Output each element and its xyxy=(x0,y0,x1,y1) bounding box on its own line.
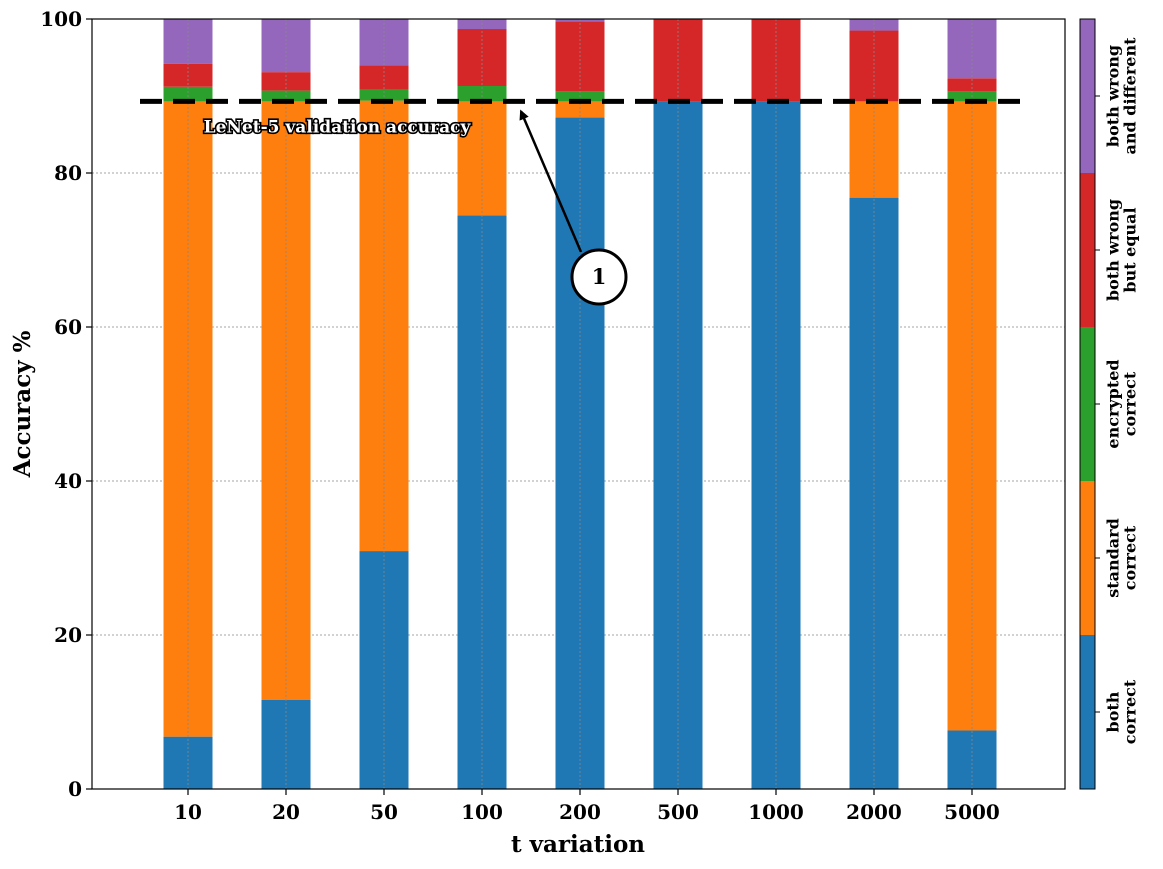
y-tick-label-0: 0 xyxy=(68,777,82,801)
annotation-arrow xyxy=(519,109,583,253)
bar-segment-50-both-wrong-but-equal xyxy=(359,65,409,90)
bar-segment-2000-both-wrong-but-equal xyxy=(849,30,899,102)
plot-frame xyxy=(91,18,1066,790)
x-tick-label-20: 20 xyxy=(272,800,300,824)
reference-line-label: LeNet-5 validation accuracy xyxy=(204,117,472,137)
legend-swatch-standard-correct xyxy=(1080,481,1095,635)
legend-label-line: and different xyxy=(1120,37,1139,155)
bar-segment-200-standard-correct xyxy=(555,101,605,118)
x-tick-label-10: 10 xyxy=(174,800,202,824)
bar-segment-20-both-wrong-but-equal xyxy=(261,72,311,91)
legend-label-line: both wrong xyxy=(1104,45,1123,147)
bar-segment-100-both-wrong-but-equal xyxy=(457,29,507,86)
axes: 0 20 40 60 80 100 10 20 50 100 200 500 1000 2000 5000 xyxy=(40,7,1000,824)
x-tick-label-5000: 5000 xyxy=(944,800,1000,824)
y-tick-label-80: 80 xyxy=(54,161,82,185)
legend-label-line: both xyxy=(1104,691,1123,732)
legend-label-line: but equal xyxy=(1120,207,1139,292)
legend-label-line: correct xyxy=(1120,679,1139,744)
legend-label-line: correct xyxy=(1120,371,1139,436)
legend-label-line: encrypted xyxy=(1104,359,1123,448)
bar-segment-10-encrypted-correct xyxy=(163,86,213,102)
annotation-badge-label: 1 xyxy=(592,264,607,289)
legend-swatch-both-wrong-and-different xyxy=(1080,19,1095,173)
legend-label-both-wrong-but-equal: both wrongbut equal xyxy=(1104,199,1140,301)
y-axis-title: Accuracy % xyxy=(9,330,36,478)
bar-segment-200-both-correct xyxy=(555,117,605,789)
y-tick-label-20: 20 xyxy=(54,623,82,647)
legend-swatch-encrypted-correct xyxy=(1080,327,1095,481)
bars xyxy=(163,19,997,790)
x-tick-label-200: 200 xyxy=(559,800,601,824)
bar-segment-100-both-correct xyxy=(457,215,507,790)
annotation-badge xyxy=(570,248,628,306)
legend-colorbar-frame xyxy=(1079,18,1096,790)
y-tick-label-40: 40 xyxy=(54,469,82,493)
reference-line-group: LeNet-5 validation accuracy 1 xyxy=(140,98,1026,306)
legend-swatch-both-wrong-but-equal xyxy=(1080,173,1095,327)
legend-label-both-wrong-and-different: both wrongand different xyxy=(1104,37,1140,155)
x-tick-label-1000: 1000 xyxy=(748,800,804,824)
bar-segment-2000-standard-correct xyxy=(849,101,899,198)
legend-swatch-both-correct xyxy=(1080,635,1095,789)
x-tick-label-500: 500 xyxy=(657,800,699,824)
bar-segment-50-both-correct xyxy=(359,551,409,789)
y-tick-label-100: 100 xyxy=(40,7,82,31)
y-tick-label-60: 60 xyxy=(54,315,82,339)
legend-label-line: both wrong xyxy=(1104,199,1123,301)
legend-label-encrypted-correct: encryptedcorrect xyxy=(1104,359,1140,448)
legend-label-both-correct: bothcorrect xyxy=(1104,679,1140,744)
x-tick-label-2000: 2000 xyxy=(846,800,902,824)
legend-label-line: standard xyxy=(1104,518,1123,598)
legend-colorbar: bothcorrectstandardcorrectencryptedcorre… xyxy=(1079,18,1140,790)
x-axis-title: t variation xyxy=(511,831,645,858)
bar-segment-100-encrypted-correct xyxy=(457,85,507,102)
x-tick-label-50: 50 xyxy=(370,800,398,824)
legend-label-standard-correct: standardcorrect xyxy=(1104,518,1140,598)
legend-label-line: correct xyxy=(1120,525,1139,590)
bar-segment-50-both-wrong-and-different xyxy=(359,19,409,66)
x-tick-label-100: 100 xyxy=(461,800,503,824)
